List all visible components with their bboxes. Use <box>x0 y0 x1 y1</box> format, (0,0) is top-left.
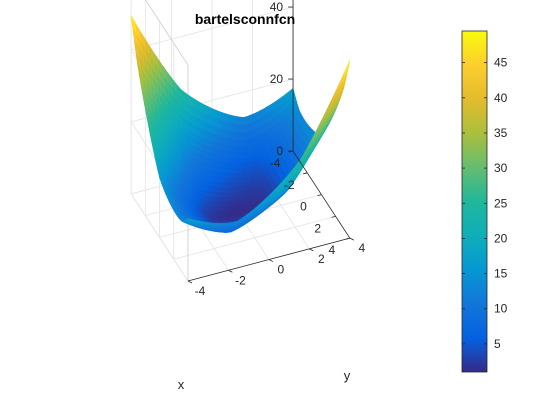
x-tick-label: 4 <box>329 243 336 257</box>
colorbar-tick-label: 35 <box>494 126 508 140</box>
y-axis-label: y <box>344 368 351 383</box>
y-tick-label: -2 <box>235 273 246 287</box>
y-tick-mark <box>349 237 355 241</box>
colorbar-tick-label: 30 <box>494 161 508 175</box>
x-tick-mark <box>317 194 322 196</box>
y-tick-mark <box>309 248 314 252</box>
y-tick-mark <box>268 259 274 262</box>
y-tick-mark <box>187 280 193 284</box>
colorbar-tick-label: 10 <box>494 302 508 316</box>
x-tick-mark <box>303 172 308 175</box>
surface-plot <box>130 15 351 233</box>
z-tick-label: 20 <box>270 72 284 86</box>
grid-line <box>130 193 189 282</box>
colorbar-tick-label: 45 <box>494 56 508 70</box>
y-tick-mark <box>228 269 233 273</box>
colorbar-tick-label: 40 <box>494 91 508 105</box>
colorbar: 5 10 15 20 25 30 35 40 45 <box>461 30 508 373</box>
z-tick-label: 0 <box>276 144 283 158</box>
x-tick-mark <box>345 237 350 240</box>
box-edge <box>145 0 189 66</box>
colorbar-gradient <box>461 30 488 373</box>
colorbar-ticks: 5 10 15 20 25 30 35 40 45 <box>462 56 508 351</box>
z-tick-label: 40 <box>270 0 284 14</box>
colorbar-tick-label: 5 <box>494 337 501 351</box>
y-tick-label: 0 <box>278 263 285 277</box>
colorbar-tick-label: 20 <box>494 231 508 245</box>
y-tick-label: 2 <box>318 252 325 266</box>
y-tick-label: -4 <box>195 284 206 298</box>
x-tick-label: -2 <box>284 178 295 192</box>
grid-line <box>131 6 294 51</box>
x-tick-label: -4 <box>270 156 281 170</box>
x-tick-mark <box>331 215 336 218</box>
x-tick-label: 0 <box>300 200 307 214</box>
y-tick-label: 4 <box>359 241 366 255</box>
surface-patch <box>343 60 351 78</box>
colorbar-tick-label: 15 <box>494 267 508 281</box>
x-axis-label: x <box>178 377 185 392</box>
colorbar-tick-label: 25 <box>494 196 508 210</box>
chart-title: bartelsconnfcn <box>195 11 295 27</box>
x-tick-label: 2 <box>314 221 321 235</box>
